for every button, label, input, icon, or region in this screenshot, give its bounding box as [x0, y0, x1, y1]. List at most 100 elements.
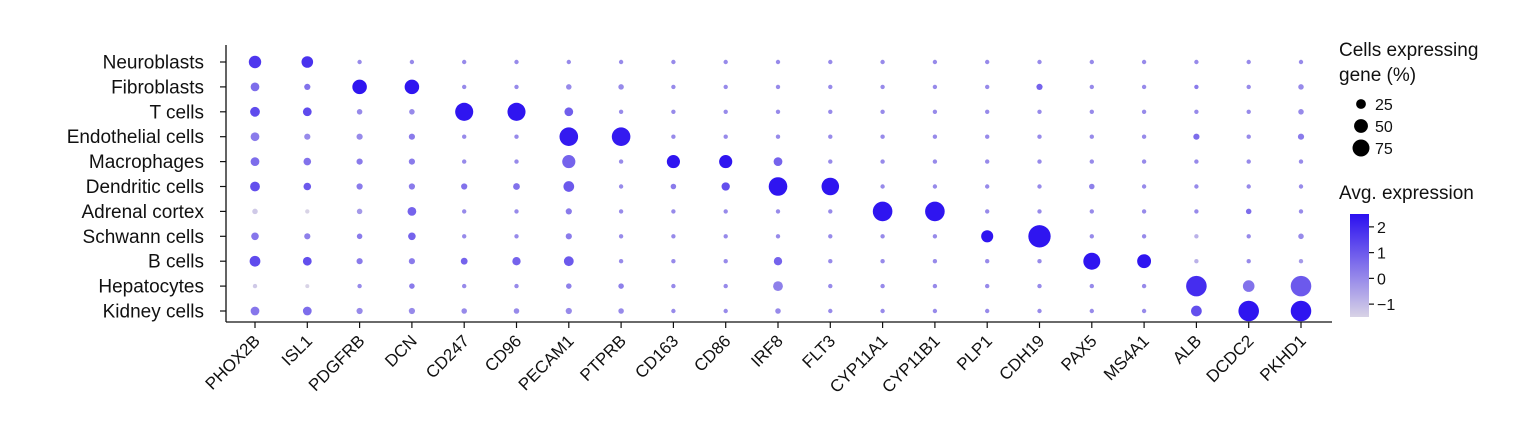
- dot-dendritic-cells-cdh19: [1037, 184, 1042, 189]
- dot-fibroblasts-dcdc2: [1246, 84, 1251, 90]
- y-tick-label-adrenal-cortex: Adrenal cortex: [81, 202, 204, 223]
- dot-adrenal-cortex-isl1: [305, 209, 310, 214]
- dot-endothelial-cells-pdgfrb: [356, 133, 363, 140]
- dot-macrophages-cd163: [666, 155, 680, 169]
- dot-t-cells-phox2b: [250, 106, 260, 117]
- y-tick-label-macrophages: Macrophages: [89, 152, 204, 173]
- dot-hepatocytes-ptprb: [618, 283, 624, 289]
- dot-dendritic-cells-ms4a1: [1141, 184, 1147, 189]
- dot-hepatocytes-dcn: [409, 283, 415, 289]
- color-legend-tick-label: 0: [1377, 271, 1386, 288]
- dot-adrenal-cortex-plp1: [985, 209, 990, 214]
- dot-b-cells-alb: [1194, 259, 1199, 264]
- dot-hepatocytes-plp1: [985, 283, 990, 289]
- dot-hepatocytes-dcdc2: [1242, 280, 1255, 292]
- dot-fibroblasts-pecam1: [566, 84, 572, 90]
- dot-b-cells-pecam1: [563, 256, 574, 267]
- dot-hepatocytes-cyp11a1: [880, 283, 885, 289]
- dot-fibroblasts-cd96: [514, 84, 519, 90]
- dot-dendritic-cells-cd247: [461, 183, 468, 190]
- y-tick-label-dendritic-cells: Dendritic cells: [86, 177, 204, 198]
- size-legend-label: 75: [1375, 141, 1393, 158]
- dot-hepatocytes-isl1: [305, 284, 310, 289]
- dot-kidney-cells-ms4a1: [1141, 308, 1147, 314]
- dot-endothelial-cells-ms4a1: [1141, 134, 1147, 139]
- dot-macrophages-cd247: [462, 159, 467, 164]
- dot-macrophages-ms4a1: [1141, 159, 1147, 164]
- dot-neuroblasts-cyp11a1: [880, 59, 885, 65]
- dot-neuroblasts-cd247: [462, 59, 467, 65]
- dot-b-cells-flt3: [828, 259, 833, 264]
- dot-macrophages-pax5: [1089, 159, 1094, 164]
- y-tick-label-hepatocytes: Hepatocytes: [98, 277, 204, 298]
- dot-schwann-cells-pkhd1: [1298, 233, 1304, 240]
- dot-kidney-cells-plp1: [985, 308, 990, 314]
- dot-dendritic-cells-irf8: [768, 177, 788, 196]
- dot-t-cells-isl1: [302, 107, 312, 117]
- dot-kidney-cells-dcn: [408, 307, 415, 315]
- dot-schwann-cells-cd163: [671, 234, 676, 239]
- color-legend-tick-label: 2: [1377, 220, 1386, 237]
- dot-adrenal-cortex-cd96: [514, 209, 519, 214]
- dot-endothelial-cells-cd86: [723, 134, 728, 139]
- dot-adrenal-cortex-dcdc2: [1245, 208, 1252, 215]
- dot-dendritic-cells-isl1: [303, 182, 312, 191]
- dot-macrophages-plp1: [985, 159, 990, 164]
- dot-fibroblasts-ms4a1: [1141, 84, 1147, 90]
- dot-macrophages-cdh19: [1037, 159, 1042, 164]
- dot-dendritic-cells-alb: [1194, 184, 1199, 189]
- dot-adrenal-cortex-irf8: [775, 209, 781, 214]
- dot-t-cells-alb: [1194, 109, 1199, 114]
- dot-macrophages-pecam1: [562, 155, 576, 169]
- dot-kidney-cells-alb: [1191, 305, 1202, 317]
- x-tick-label-pax5: PAX5: [1057, 331, 1100, 374]
- dot-fibroblasts-plp1: [985, 84, 990, 90]
- dot-neuroblasts-pax5: [1089, 59, 1094, 65]
- dot-b-cells-ms4a1: [1137, 254, 1152, 269]
- dot-endothelial-cells-phox2b: [250, 132, 260, 142]
- dot-hepatocytes-pecam1: [566, 283, 572, 289]
- dot-kidney-cells-dcdc2: [1238, 300, 1259, 322]
- dot-schwann-cells-cd96: [514, 234, 519, 239]
- dot-neuroblasts-cd163: [671, 59, 676, 65]
- dot-schwann-cells-phox2b: [251, 232, 259, 241]
- dot-dendritic-cells-cd86: [721, 182, 730, 191]
- color-legend-tick-label: 1: [1377, 246, 1386, 263]
- dot-t-cells-cd163: [671, 109, 676, 114]
- dot-hepatocytes-phox2b: [252, 283, 258, 289]
- dot-neuroblasts-cdh19: [1037, 59, 1042, 65]
- dot-schwann-cells-pdgfrb: [356, 233, 363, 240]
- dot-schwann-cells-cdh19: [1028, 225, 1051, 248]
- color-legend-title: Avg. expression: [1339, 183, 1474, 204]
- dot-kidney-cells-cyp11a1: [880, 308, 885, 314]
- dot-fibroblasts-pax5: [1089, 84, 1094, 90]
- dot-fibroblasts-cd163: [671, 84, 676, 90]
- dot-macrophages-pdgfrb: [356, 158, 363, 165]
- dot-b-cells-irf8: [773, 257, 783, 266]
- x-tick-label-isl1: ISL1: [278, 331, 316, 369]
- dot-schwann-cells-flt3: [828, 234, 833, 239]
- dot-dendritic-cells-cyp11a1: [880, 184, 885, 189]
- dot-schwann-cells-ptprb: [618, 234, 624, 239]
- y-tick-label-kidney-cells: Kidney cells: [103, 302, 204, 323]
- dot-kidney-cells-isl1: [302, 306, 312, 316]
- dot-hepatocytes-cd247: [462, 283, 467, 289]
- dot-dendritic-cells-ptprb: [618, 184, 624, 189]
- dot-kidney-cells-pax5: [1089, 308, 1094, 314]
- dot-endothelial-cells-alb: [1193, 133, 1200, 140]
- x-tick-label-cd163: CD163: [631, 331, 682, 382]
- x-tick-label-dcn: DCN: [381, 331, 420, 370]
- dot-schwann-cells-irf8: [775, 234, 781, 239]
- dot-neuroblasts-flt3: [828, 59, 833, 65]
- dot-neuroblasts-plp1: [985, 59, 990, 65]
- x-tick-label-ms4a1: MS4A1: [1100, 331, 1153, 384]
- dot-macrophages-alb: [1194, 159, 1199, 164]
- dot-adrenal-cortex-cyp11a1: [872, 201, 893, 222]
- dot-hepatocytes-cyp11b1: [932, 283, 938, 289]
- dot-b-cells-isl1: [302, 256, 312, 266]
- dot-adrenal-cortex-pdgfrb: [356, 208, 363, 215]
- dot-macrophages-cyp11a1: [880, 159, 885, 164]
- dot-neuroblasts-alb: [1194, 59, 1199, 65]
